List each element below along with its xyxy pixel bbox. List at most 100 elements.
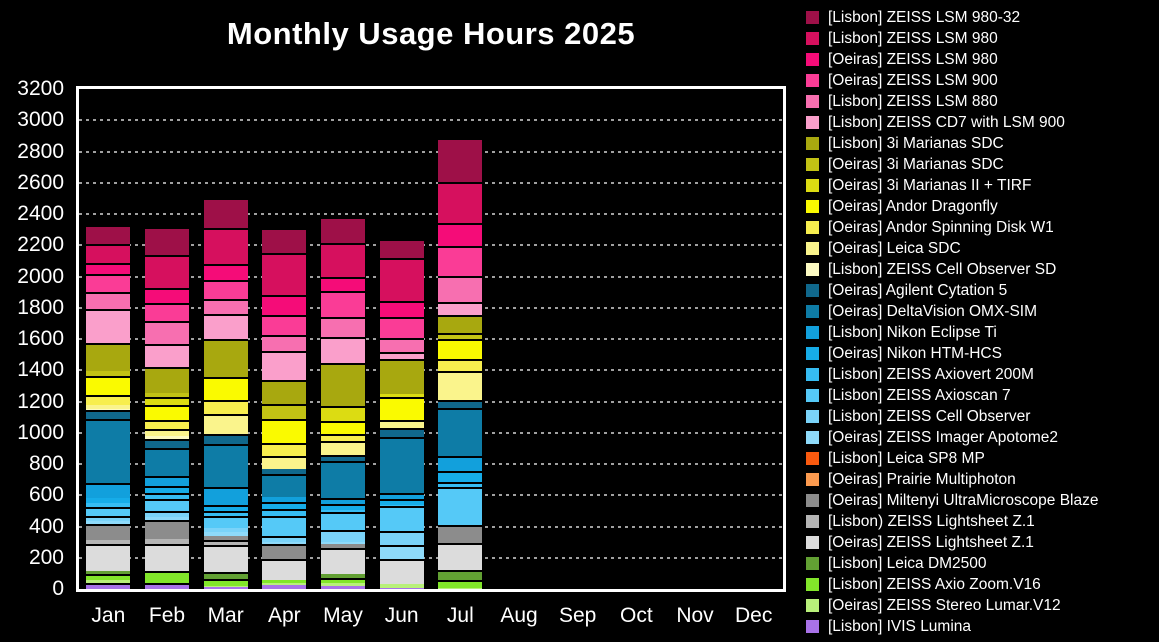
bar-segment: [262, 442, 307, 457]
legend-item: [Lisbon) ZEISS Lightsheet Z.1: [806, 511, 1098, 532]
bar-segment: [379, 588, 424, 589]
legend-item: [Lisbon] ZEISS Axiovert 200M: [806, 364, 1098, 385]
legend-label: [Oeiras] Leica SDC: [828, 239, 961, 257]
bar-segment: [145, 254, 189, 288]
bar-segment: [321, 586, 365, 589]
bar-segment: [203, 414, 248, 435]
bar-segment: [86, 404, 131, 409]
bar-segment: [203, 314, 248, 339]
bar-segment: [321, 290, 365, 317]
legend-item: [Lisbon] ZEISS Cell Observer: [806, 406, 1098, 427]
bar-segment: [321, 503, 365, 511]
bar-segment: [145, 520, 189, 539]
bar-segment: [321, 498, 365, 504]
bar-segment: [262, 228, 307, 253]
gridline: [79, 525, 783, 528]
legend-item: [Lisbon] Nikon Eclipse Ti: [806, 322, 1098, 343]
bar-segment: [321, 316, 365, 337]
bar-segment: [438, 482, 483, 488]
bar-segment: [262, 543, 307, 559]
legend-label: [Oeiras] Prairie Multiphoton: [828, 470, 1016, 488]
bar-segment: [262, 509, 307, 517]
legend-label: [Oeiras] ZEISS LSM 980: [828, 50, 998, 68]
bar-segment: [438, 301, 483, 315]
bar-segment: [438, 487, 483, 525]
bar-segment: [321, 336, 365, 363]
bar-segment: [438, 137, 483, 182]
legend-item: [Lisbon] ZEISS LSM 880: [806, 91, 1098, 112]
legend-swatch-icon: [806, 347, 819, 360]
legend-item: [Oeiras] ZEISS Stereo Lumar.V12: [806, 595, 1098, 616]
legend-swatch-icon: [806, 137, 819, 150]
legend-item: [Oeiras] ZEISS Imager Apotome2: [806, 427, 1098, 448]
bar-segment: [321, 460, 365, 499]
gridline: [79, 150, 783, 153]
bar-segment: [203, 579, 248, 587]
bar-segment: [262, 535, 307, 543]
bar-segment: [321, 510, 365, 513]
bar-segment: [438, 181, 483, 224]
bar-segment: [262, 334, 307, 352]
bar-segment: [145, 570, 189, 584]
gridline: [79, 306, 783, 309]
x-tick-label-may: May: [323, 604, 363, 627]
gridline: [79, 213, 783, 215]
bar-segment: [86, 498, 131, 504]
bar-segment: [145, 448, 189, 477]
legend-swatch-icon: [806, 11, 819, 24]
bar-segment: [262, 473, 307, 498]
legend-item: [Oeiras] 3i Marianas II + TIRF: [806, 175, 1098, 196]
bar-segment: [203, 400, 248, 415]
gridline: [79, 556, 783, 559]
bar-segment: [262, 497, 307, 503]
gridline: [79, 244, 783, 247]
x-tick-label-apr: Apr: [267, 604, 301, 627]
bar-segment: [145, 397, 189, 406]
legend-item: [Oeiras] Nikon HTM-HCS: [806, 343, 1098, 364]
bar-segment: [438, 332, 483, 339]
bar-segment: [379, 498, 424, 505]
legend-swatch-icon: [806, 599, 819, 612]
gridline: [79, 275, 783, 278]
bar-segment: [145, 485, 189, 493]
bar-jan: [86, 89, 131, 589]
legend-label: [Lisbon) ZEISS Lightsheet Z.1: [828, 512, 1035, 530]
bar-segment: [86, 274, 131, 292]
gridline: [79, 181, 783, 184]
legend-swatch-icon: [806, 452, 819, 465]
bar-segment: [203, 198, 248, 228]
legend-item: [Oeiras] ZEISS LSM 900: [806, 70, 1098, 91]
gridline: [79, 119, 783, 122]
legend-swatch-icon: [806, 473, 819, 486]
bar-segment: [321, 433, 365, 441]
bar-segment: [321, 362, 365, 407]
y-tick-label: 600: [28, 483, 64, 507]
bar-segment: [321, 543, 365, 548]
bar-segment: [203, 434, 248, 444]
legend-label: [Lisbon] Leica DM2500: [828, 554, 987, 572]
bar-segment: [438, 524, 483, 543]
x-tick-label-nov: Nov: [676, 604, 714, 627]
bar-segment: [321, 530, 365, 542]
bar-segment: [379, 394, 424, 398]
y-tick-label: 400: [28, 514, 64, 538]
bar-segment: [86, 580, 131, 583]
bar-segment: [86, 395, 131, 405]
bar-segment: [203, 532, 248, 536]
bar-segment: [321, 577, 365, 583]
bar-segment: [86, 521, 131, 525]
bar-segment: [379, 239, 424, 258]
bar-segment: [145, 538, 189, 544]
plot-area: [76, 86, 786, 592]
bar-segment: [86, 582, 131, 589]
bar-segment: [203, 527, 248, 533]
y-tick-label: 1400: [17, 358, 64, 382]
bar-segment: [203, 299, 248, 315]
bar-segment: [262, 502, 307, 510]
bar-segment: [438, 455, 483, 471]
legend-label: [Oeiras] Andor Spinning Disk W1: [828, 218, 1054, 236]
bar-segment: [321, 582, 365, 587]
legend-item: [Oeiras] Andor Spinning Disk W1: [806, 217, 1098, 238]
gridline: [79, 431, 783, 434]
y-tick-label: 1800: [17, 295, 64, 319]
